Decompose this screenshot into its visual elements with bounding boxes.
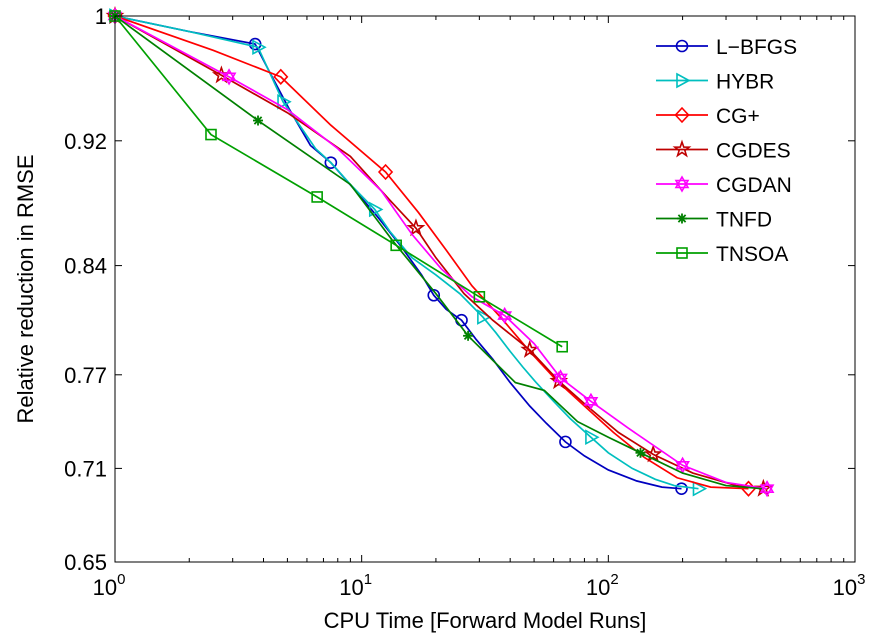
marker-hexagram: [583, 392, 599, 410]
marker-triangle: [252, 39, 267, 56]
x-tick-label: 102: [586, 571, 619, 600]
marker-hexagram-up: [759, 480, 775, 493]
marker-diamond: [377, 163, 394, 181]
asterisk-stroke: [636, 448, 645, 458]
series-layer: [105, 6, 775, 498]
marker-hexagram-down: [674, 179, 690, 193]
marker-asterisk: [635, 447, 646, 458]
y-axis-title: Relative reduction in RMSE: [13, 154, 38, 423]
marker-hexagram: [221, 68, 237, 86]
marker-hexagram: [553, 369, 568, 387]
series-tnfd: [110, 11, 763, 490]
y-tick-label: 1: [95, 4, 107, 29]
legend-item: HYBR: [656, 71, 774, 94]
legend-label: CG+: [716, 105, 760, 128]
y-tick-label: 0.77: [64, 363, 107, 388]
x-tick-exponent: 1: [364, 571, 372, 588]
marker-circle: [675, 482, 688, 495]
legend-item: CGDAN: [656, 174, 792, 197]
marker-triangle: [585, 429, 600, 446]
marker-circle: [675, 39, 689, 53]
legend: L−BFGS HYBR CG+ CGDES CGDAN TNFD TNSOA: [656, 36, 797, 266]
y-tick-label: 0.92: [64, 129, 107, 154]
marker-circle: [324, 156, 338, 169]
marker-hexagram-up: [553, 369, 568, 383]
marker-circle: [559, 435, 572, 449]
marker-asterisk: [677, 213, 687, 224]
x-tick-base: 10: [339, 575, 363, 600]
legend-label: TNFD: [716, 209, 772, 232]
marker-square: [311, 191, 323, 203]
marker-diamond: [273, 68, 289, 86]
marker-hexagram-up: [221, 68, 237, 82]
y-tick-label: 0.65: [64, 550, 107, 575]
x-tick-base: 10: [586, 575, 610, 600]
marker-hexagram-down: [675, 460, 690, 474]
marker-star: [520, 339, 540, 358]
asterisk-stroke: [463, 331, 473, 341]
series-hybr: [109, 8, 708, 497]
marker-hexagram: [674, 175, 690, 193]
marker-star: [643, 444, 663, 463]
legend-label: CGDAN: [716, 174, 792, 197]
legend-label: HYBR: [716, 71, 774, 94]
marker-square: [205, 128, 217, 141]
marker-square: [473, 290, 486, 303]
marker-hexagram-down: [553, 373, 568, 387]
plot-frame: [114, 15, 856, 563]
legend-item: TNFD: [656, 209, 772, 232]
marker-square: [676, 247, 688, 259]
marker-square: [390, 239, 402, 252]
x-tick-exponent: 2: [610, 571, 618, 588]
x-tick-exponent: 0: [117, 571, 125, 588]
series-line: [114, 15, 699, 490]
marker-triangle: [692, 480, 708, 497]
marker-triangle: [277, 93, 292, 110]
marker-hexagram: [675, 456, 690, 474]
marker-hexagram-up: [674, 175, 690, 189]
marker-square: [556, 340, 568, 353]
marker-asterisk: [253, 115, 264, 126]
marker-star: [672, 139, 692, 158]
legend-label: L−BFGS: [716, 36, 797, 59]
marker-hexagram: [759, 480, 775, 498]
series-line: [114, 15, 563, 348]
x-tick-base: 10: [833, 575, 857, 600]
marker-asterisk: [463, 330, 474, 341]
marker-diamond: [674, 106, 690, 124]
marker-triangle: [477, 309, 492, 325]
x-tick-exponent: 3: [857, 571, 865, 588]
marker-hexagram-down: [583, 397, 599, 410]
series-line: [114, 15, 768, 490]
asterisk-stroke: [677, 214, 687, 223]
marker-star: [406, 218, 426, 237]
x-tick-label: 103: [833, 571, 866, 600]
x-axis-title: CPU Time [Forward Model Runs]: [324, 608, 647, 633]
legend-label: TNSOA: [716, 243, 788, 266]
x-tick-label: 101: [339, 571, 372, 600]
legend-item: CG+: [656, 105, 760, 128]
asterisk-stroke: [253, 116, 263, 125]
marker-hexagram-up: [583, 392, 599, 406]
legend-item: TNSOA: [656, 243, 788, 266]
x-tick-base: 10: [93, 575, 117, 600]
series-line: [114, 15, 763, 490]
y-tick-label: 0.84: [64, 254, 107, 279]
marker-hexagram-down: [759, 484, 775, 498]
legend-item: CGDES: [656, 140, 791, 163]
marker-hexagram-up: [675, 456, 690, 470]
marker-triangle: [676, 72, 691, 89]
legend-item: L−BFGS: [656, 36, 797, 59]
legend-label: CGDES: [716, 140, 791, 163]
y-tick-label: 0.71: [64, 456, 107, 481]
marker-hexagram-down: [221, 72, 237, 86]
x-tick-label: 100: [93, 571, 126, 600]
